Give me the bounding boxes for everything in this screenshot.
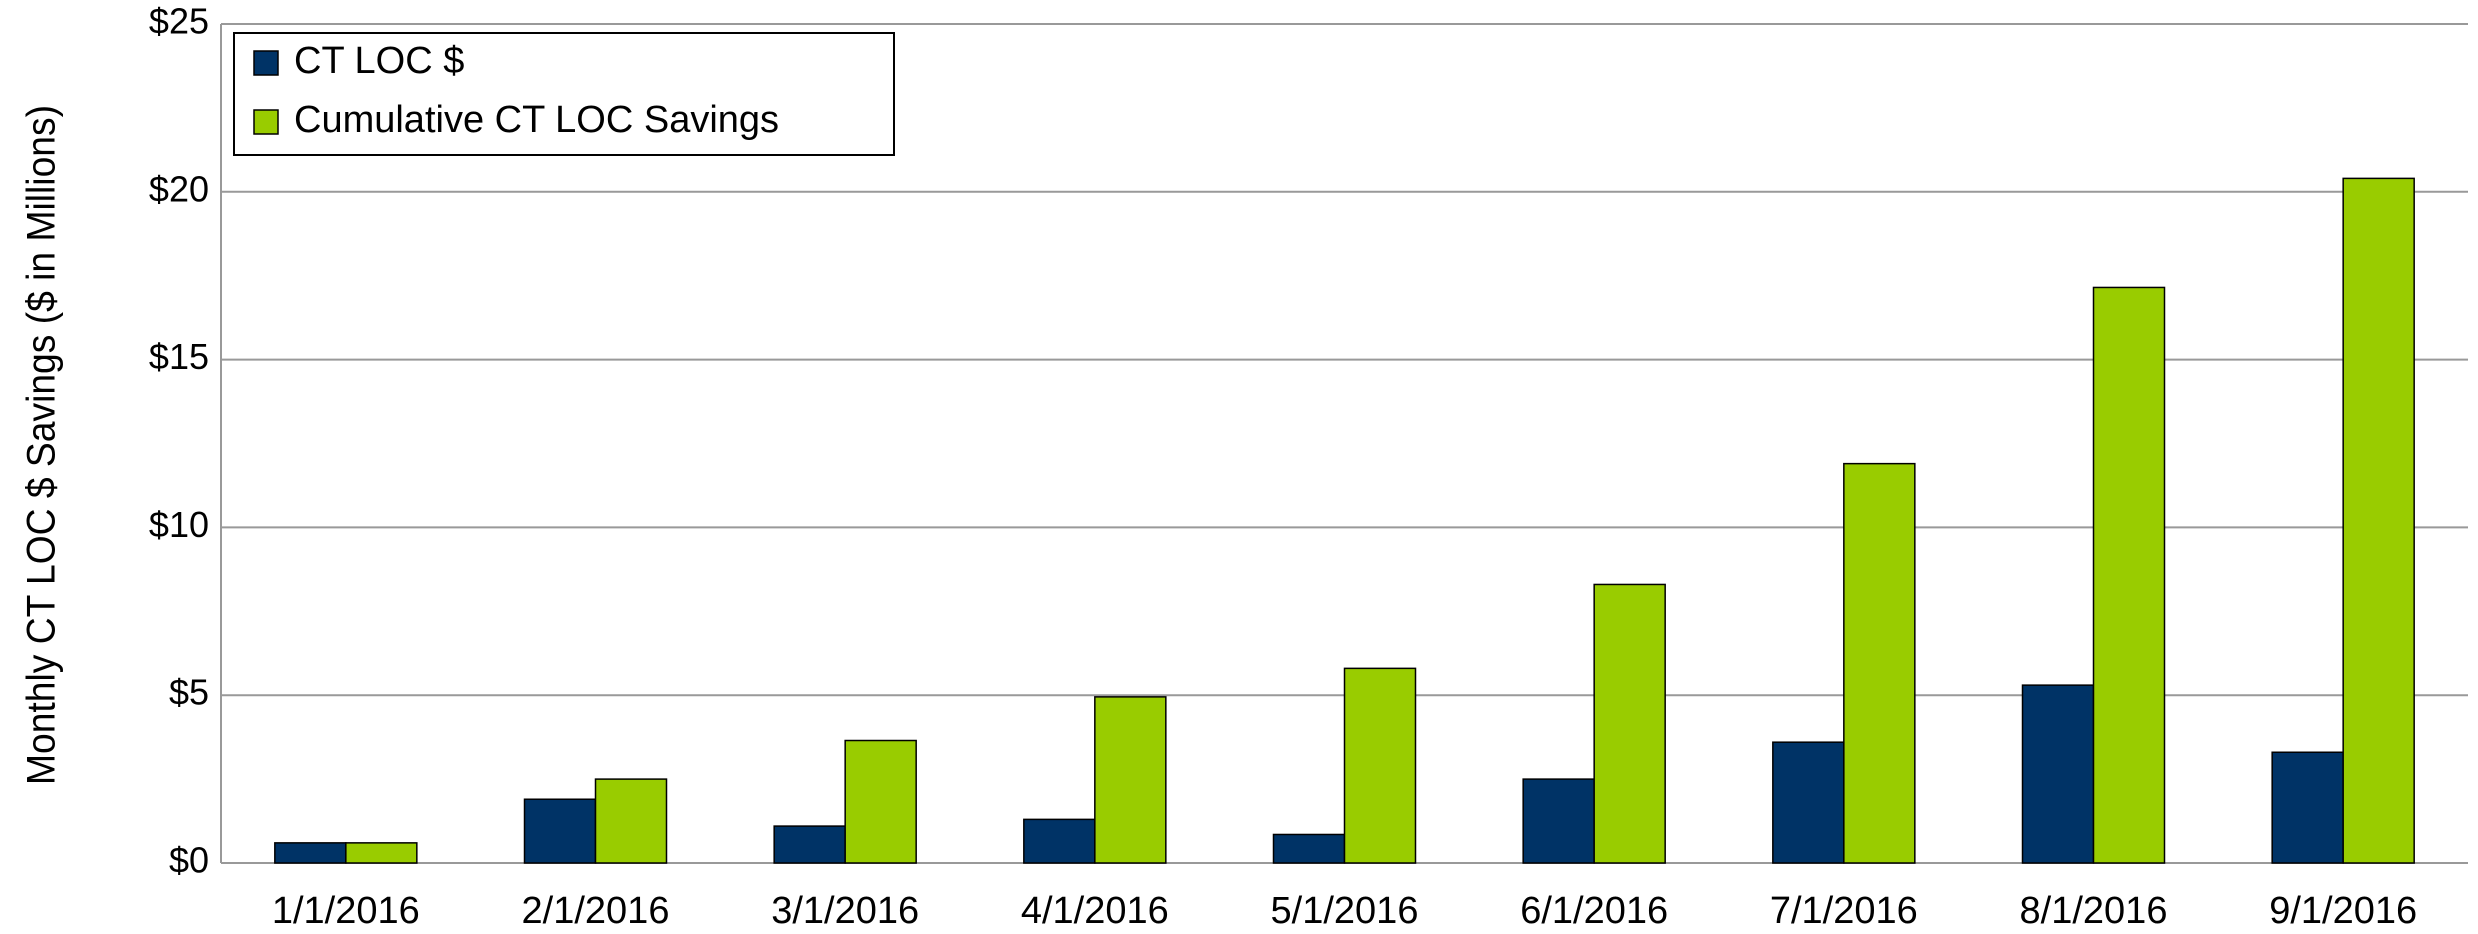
x-tick-label: 8/1/2016 bbox=[2020, 890, 2168, 932]
bar bbox=[1522, 778, 1595, 864]
bar bbox=[2092, 286, 2166, 864]
legend-swatch bbox=[253, 50, 279, 76]
bar bbox=[523, 798, 597, 864]
legend-label: Cumulative CT LOC Savings bbox=[294, 99, 779, 141]
x-tick-label: 9/1/2016 bbox=[2269, 890, 2417, 932]
bar bbox=[844, 739, 917, 864]
y-tick-label: $5 bbox=[169, 672, 209, 713]
bar bbox=[274, 842, 347, 864]
bar bbox=[1593, 583, 1666, 864]
y-tick-label: $10 bbox=[149, 504, 209, 545]
x-tick-label: 7/1/2016 bbox=[1770, 890, 1918, 932]
bar bbox=[1272, 833, 1346, 864]
bar bbox=[2021, 684, 2095, 864]
y-tick-label: $0 bbox=[169, 840, 209, 881]
y-tick-label: $25 bbox=[149, 1, 209, 42]
x-tick-label: 5/1/2016 bbox=[1271, 890, 1419, 932]
bar bbox=[1023, 818, 1096, 864]
x-tick-label: 1/1/2016 bbox=[272, 890, 420, 932]
legend-box bbox=[233, 32, 895, 156]
x-tick-label: 2/1/2016 bbox=[522, 890, 670, 932]
y-axis-title: Monthly CT LOC $ Savings ($ in Millions) bbox=[20, 105, 64, 785]
bar bbox=[1094, 696, 1167, 864]
y-tick-label: $20 bbox=[149, 168, 209, 209]
legend-label: CT LOC $ bbox=[294, 40, 464, 82]
bar bbox=[1843, 462, 1916, 864]
bar bbox=[773, 825, 846, 864]
x-tick-label: 6/1/2016 bbox=[1520, 890, 1668, 932]
y-tick-label: $15 bbox=[149, 336, 209, 377]
bar bbox=[2342, 177, 2415, 864]
bar bbox=[1343, 667, 1417, 864]
x-tick-label: 4/1/2016 bbox=[1021, 890, 1169, 932]
x-tick-label: 3/1/2016 bbox=[771, 890, 919, 932]
bar bbox=[2271, 751, 2344, 864]
legend-swatch bbox=[253, 109, 279, 135]
bar bbox=[1772, 741, 1845, 864]
bar bbox=[594, 778, 668, 864]
bar bbox=[345, 842, 418, 864]
